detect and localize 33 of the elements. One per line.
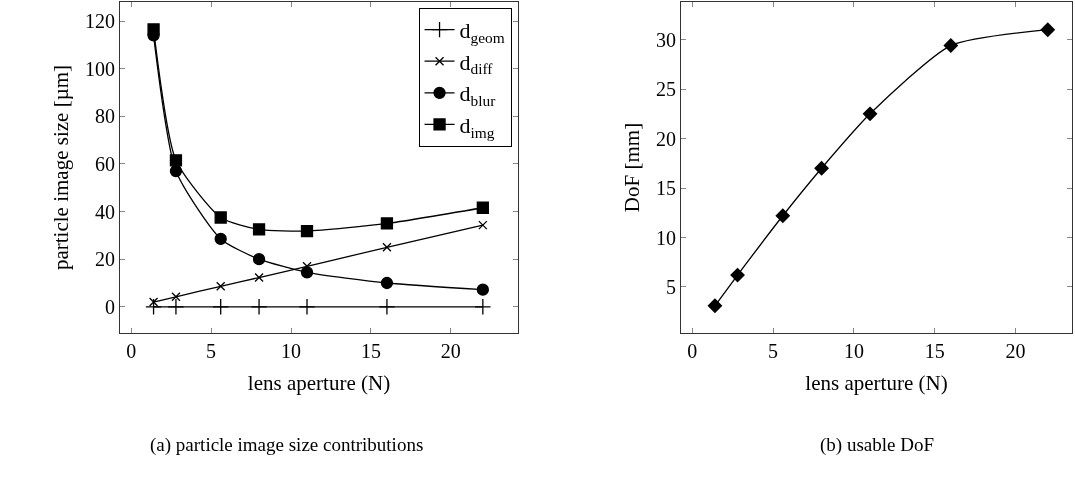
text: (a) particle image size contributions bbox=[150, 434, 424, 456]
y-tick-label: 10 bbox=[655, 226, 676, 249]
y-tick-label: 40 bbox=[94, 200, 115, 223]
y-tick-label: 30 bbox=[655, 28, 676, 51]
y-tick-label: 5 bbox=[665, 275, 676, 298]
x-tick-label: 0 bbox=[126, 340, 137, 363]
y-tick-label: 0 bbox=[104, 295, 115, 318]
y-tick-label: 25 bbox=[655, 78, 676, 101]
x-tick-label: 10 bbox=[843, 340, 864, 363]
x-tick-label: 5 bbox=[768, 340, 779, 363]
x-tick-label: 15 bbox=[360, 340, 381, 363]
x-tick-label: 10 bbox=[281, 340, 302, 363]
y-axis-title: particle image size [µm] bbox=[49, 64, 74, 271]
y-tick-label: 15 bbox=[655, 177, 676, 200]
y-tick-label: 60 bbox=[94, 152, 115, 175]
y-tick-label: 20 bbox=[655, 127, 676, 150]
legend-label: d$_{img}$ bbox=[459, 113, 495, 141]
x-tick-label: 20 bbox=[440, 340, 461, 363]
x-tick-label: 0 bbox=[687, 340, 698, 363]
x-axis-title: lens aperture (N) bbox=[247, 371, 391, 396]
legend-label: d$_{geom}$ bbox=[459, 18, 505, 46]
y-tick-label: 80 bbox=[94, 105, 115, 128]
y-tick-label: 100 bbox=[84, 57, 115, 80]
x-tick-label: 15 bbox=[924, 340, 945, 363]
text: (b) usable DoF bbox=[820, 434, 934, 456]
y-tick-label: 120 bbox=[84, 10, 115, 33]
legend-label: d$_{diff}$ bbox=[459, 49, 494, 78]
x-tick-label: 20 bbox=[1005, 340, 1026, 363]
y-axis-title: DoF [mm] bbox=[620, 122, 645, 213]
x-tick-label: 5 bbox=[206, 340, 217, 363]
legend-label: d$_{blur}$ bbox=[459, 81, 496, 110]
x-axis-title: lens aperture (N) bbox=[805, 371, 948, 396]
y-tick-label: 20 bbox=[94, 248, 115, 271]
